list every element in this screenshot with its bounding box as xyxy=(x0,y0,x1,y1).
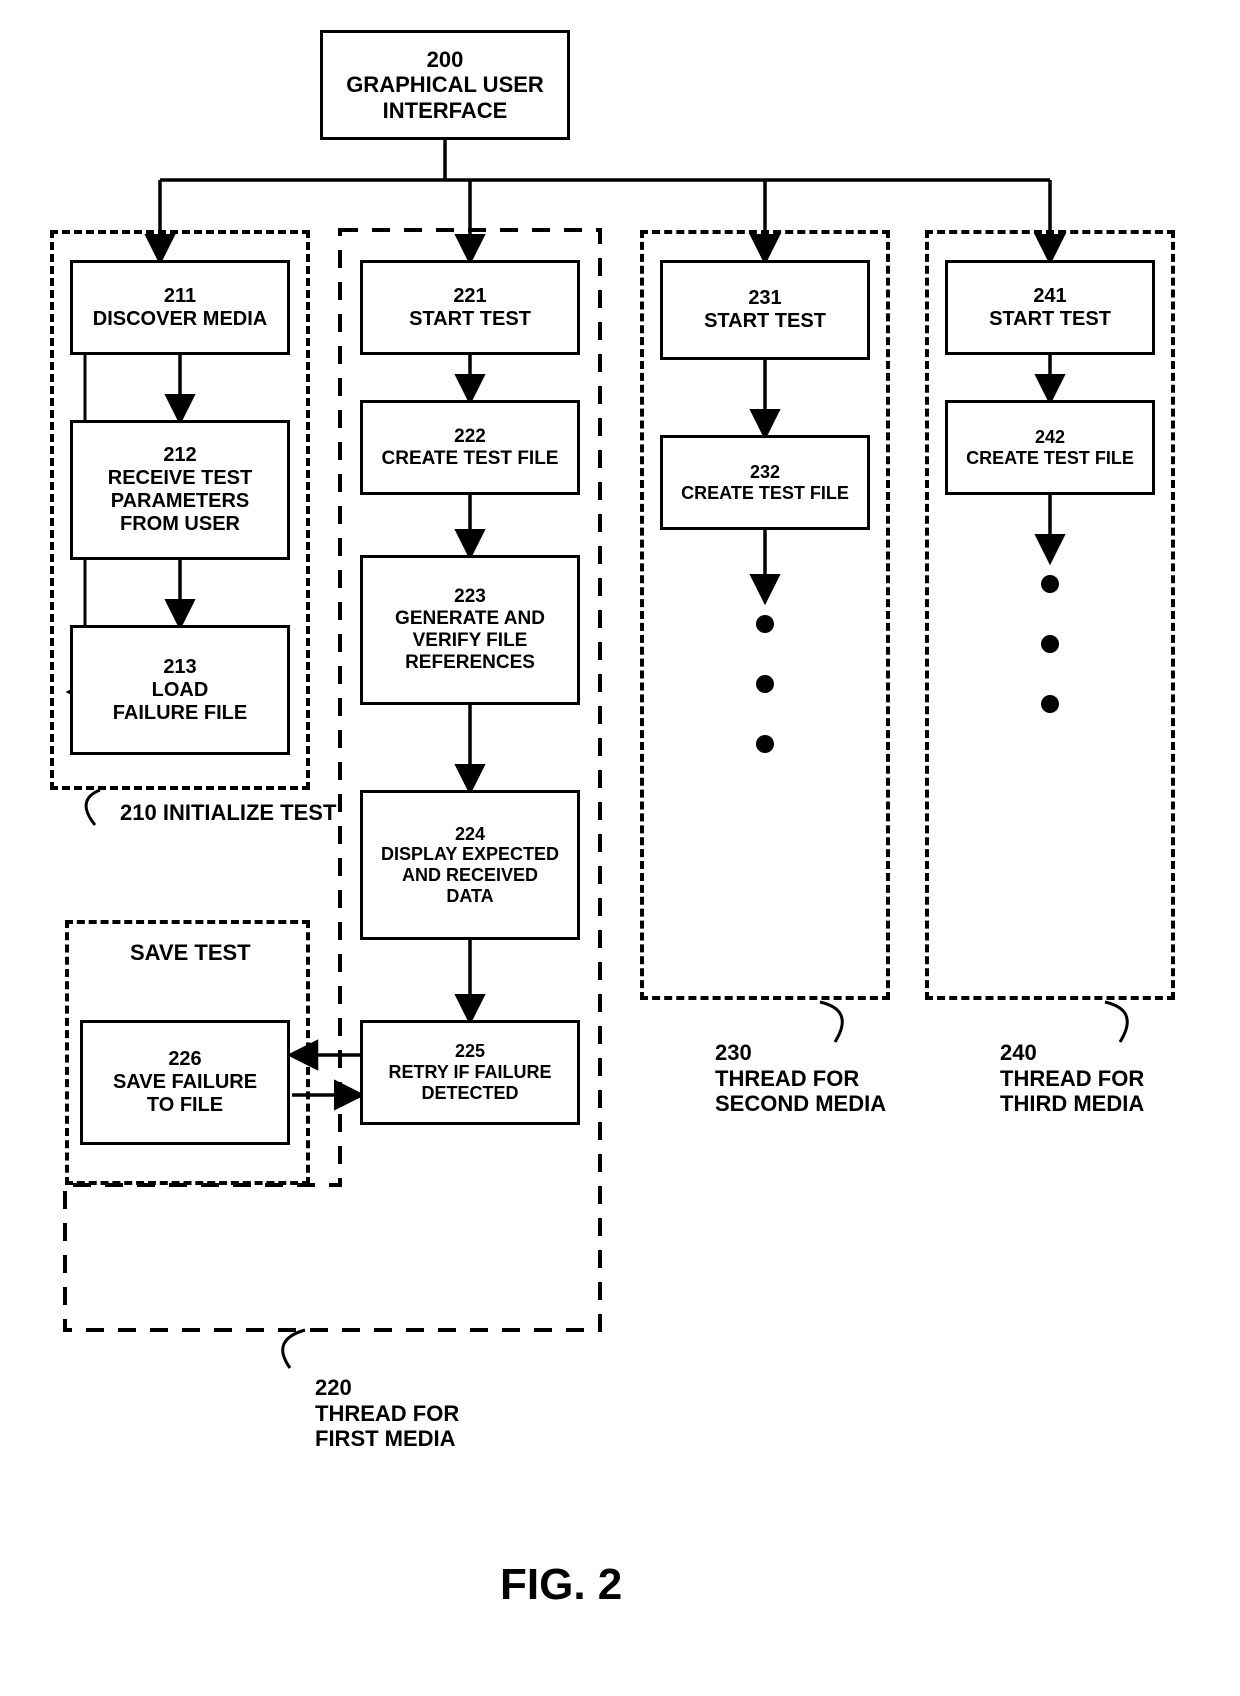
node-start-test-2: 231 START TEST xyxy=(660,260,870,360)
ellipsis-dot xyxy=(1041,635,1059,653)
node-discover-num: 211 xyxy=(164,285,196,308)
group-thread3-text: THREAD FOR THIRD MEDIA xyxy=(1000,1066,1144,1117)
node-retry-num: 225 xyxy=(455,1041,485,1062)
group-thread1-num: 220 xyxy=(315,1375,352,1400)
node-create-test-file-2: 232 CREATE TEST FILE xyxy=(660,435,870,530)
ellipsis-dot xyxy=(1041,575,1059,593)
node-verify-label: GENERATE AND VERIFY FILE REFERENCES xyxy=(395,608,545,674)
node-start1-label: START TEST xyxy=(409,308,531,331)
node-create1-num: 222 xyxy=(454,426,486,448)
node-create3-num: 242 xyxy=(1035,427,1065,448)
node-retry-label: RETRY IF FAILURE DETECTED xyxy=(388,1062,551,1103)
group-thread1-text: THREAD FOR FIRST MEDIA xyxy=(315,1401,459,1452)
node-start1-num: 221 xyxy=(453,285,486,308)
node-create2-label: CREATE TEST FILE xyxy=(681,483,849,504)
group-thread1-label: 220 THREAD FOR FIRST MEDIA xyxy=(315,1350,459,1451)
node-create2-num: 232 xyxy=(750,462,780,483)
diagram-canvas: 200 GRAPHICAL USER INTERFACE 211 DISCOVE… xyxy=(0,0,1240,1696)
group-thread2-label: 230 THREAD FOR SECOND MEDIA xyxy=(715,1015,886,1116)
node-display-label: DISPLAY EXPECTED AND RECEIVED DATA xyxy=(381,844,559,906)
node-savefail-label: SAVE FAILURE TO FILE xyxy=(113,1071,257,1117)
callout-init xyxy=(86,790,100,825)
node-retry: 225 RETRY IF FAILURE DETECTED xyxy=(360,1020,580,1125)
node-start-test-1: 221 START TEST xyxy=(360,260,580,355)
node-verify-refs: 223 GENERATE AND VERIFY FILE REFERENCES xyxy=(360,555,580,705)
callout-thread1 xyxy=(283,1330,305,1368)
node-display-num: 224 xyxy=(455,824,485,845)
group-init-text: INITIALIZE TEST xyxy=(163,800,337,825)
ellipsis-dot xyxy=(1041,695,1059,713)
group-init-num: 210 xyxy=(120,800,157,825)
ellipsis-dot xyxy=(756,615,774,633)
node-gui: 200 GRAPHICAL USER INTERFACE xyxy=(320,30,570,140)
node-gui-num: 200 xyxy=(427,47,464,72)
node-discover-label: DISCOVER MEDIA xyxy=(93,308,267,331)
node-create3-label: CREATE TEST FILE xyxy=(966,448,1134,469)
node-start-test-3: 241 START TEST xyxy=(945,260,1155,355)
node-discover-media: 211 DISCOVER MEDIA xyxy=(70,260,290,355)
node-load-failure: 213 LOAD FAILURE FILE xyxy=(70,625,290,755)
ellipsis-dot xyxy=(756,735,774,753)
group-thread2-num: 230 xyxy=(715,1040,752,1065)
group-init-label: 210 INITIALIZE TEST xyxy=(120,800,336,825)
node-savefail-num: 226 xyxy=(168,1048,201,1071)
group-thread2-text: THREAD FOR SECOND MEDIA xyxy=(715,1066,886,1117)
node-start2-num: 231 xyxy=(748,287,781,310)
node-start2-label: START TEST xyxy=(704,310,826,333)
node-loadfail-num: 213 xyxy=(163,656,196,679)
node-start3-label: START TEST xyxy=(989,308,1111,331)
node-save-failure: 226 SAVE FAILURE TO FILE xyxy=(80,1020,290,1145)
node-display-data: 224 DISPLAY EXPECTED AND RECEIVED DATA xyxy=(360,790,580,940)
node-gui-label: GRAPHICAL USER INTERFACE xyxy=(346,72,544,123)
figure-label: FIG. 2 xyxy=(500,1560,622,1610)
group-thread3-label: 240 THREAD FOR THIRD MEDIA xyxy=(1000,1015,1144,1116)
node-create-test-file-1: 222 CREATE TEST FILE xyxy=(360,400,580,495)
node-create-test-file-3: 242 CREATE TEST FILE xyxy=(945,400,1155,495)
node-create1-label: CREATE TEST FILE xyxy=(382,448,559,470)
group-save-text: SAVE TEST xyxy=(130,940,251,965)
ellipsis-dot xyxy=(756,675,774,693)
node-receive-num: 212 xyxy=(163,444,196,467)
node-receive-label: RECEIVE TEST PARAMETERS FROM USER xyxy=(108,467,252,536)
group-save-label: SAVE TEST xyxy=(130,940,251,965)
node-verify-num: 223 xyxy=(454,586,486,608)
node-start3-num: 241 xyxy=(1033,285,1066,308)
node-receive-params: 212 RECEIVE TEST PARAMETERS FROM USER xyxy=(70,420,290,560)
group-thread3-num: 240 xyxy=(1000,1040,1037,1065)
node-loadfail-label: LOAD FAILURE FILE xyxy=(113,679,247,725)
